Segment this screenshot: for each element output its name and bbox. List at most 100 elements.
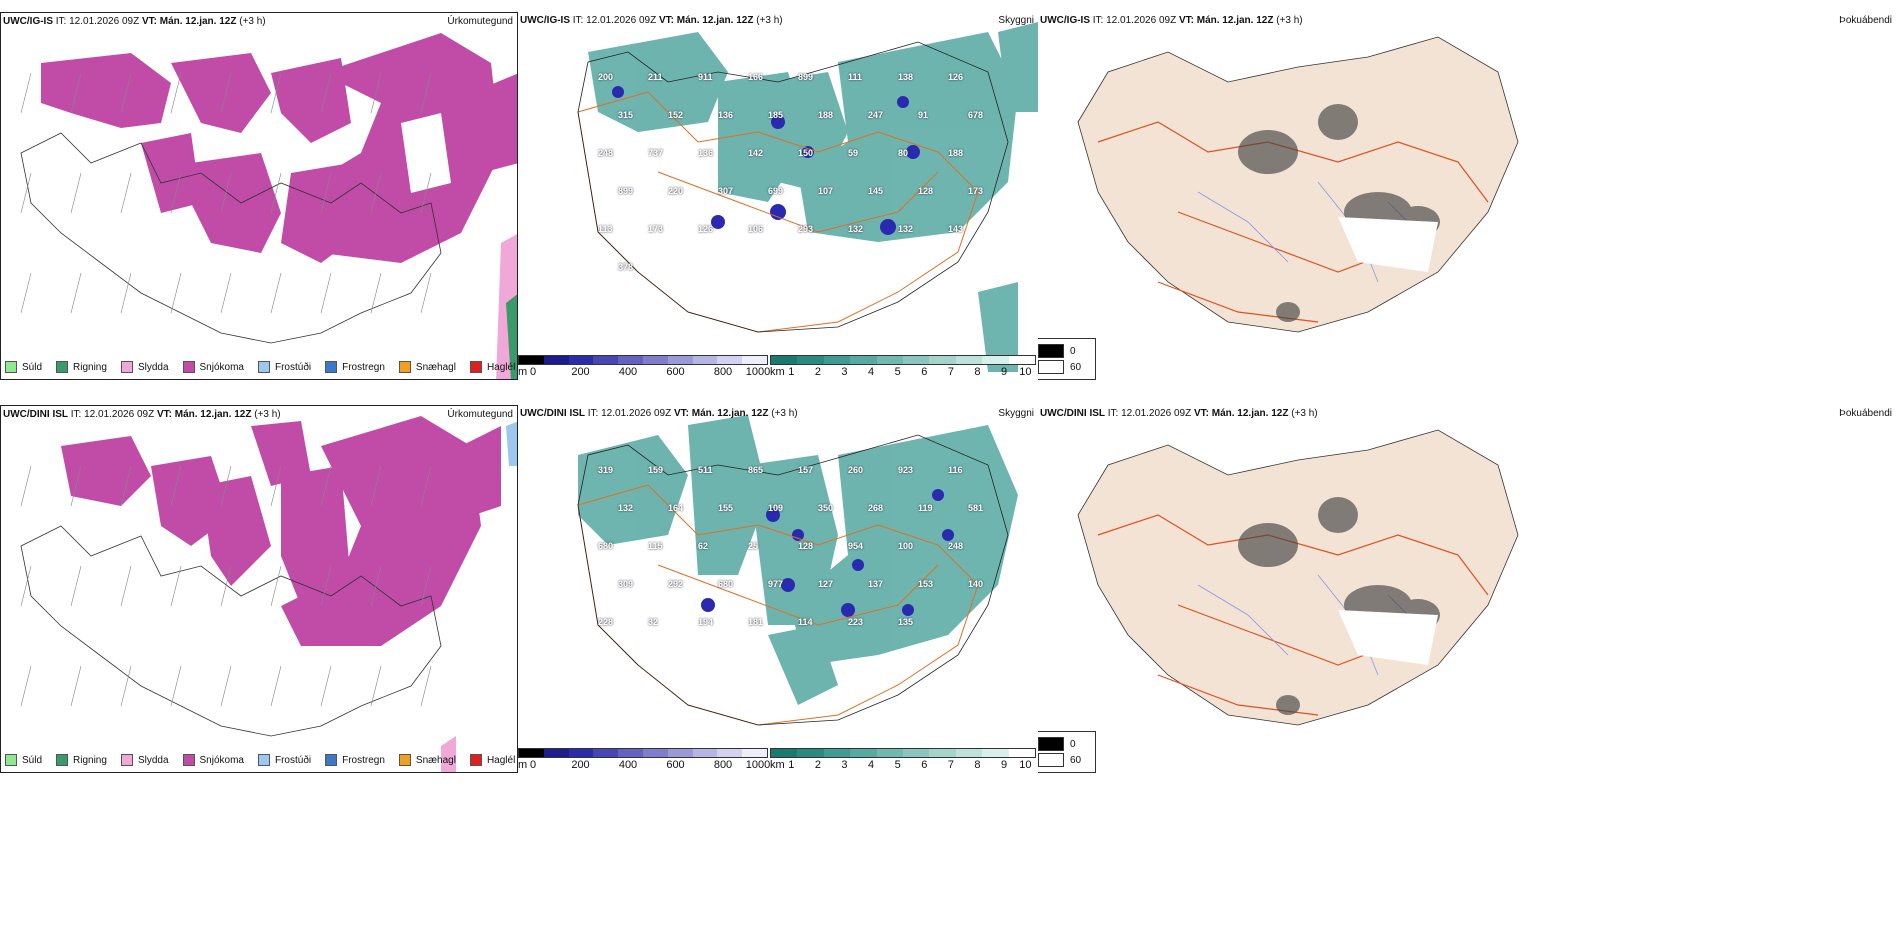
panel-header: UWC/DINI ISL IT: 12.01.2026 09Z VT: Mán.… xyxy=(520,408,798,419)
legend-item: Frostúði xyxy=(257,361,311,373)
ceiling-label: 248 xyxy=(948,541,964,551)
ceiling-label: 268 xyxy=(868,503,884,513)
fog-legend-row1: 0 60 xyxy=(1038,338,1096,380)
ceiling-label: 194 xyxy=(698,617,714,627)
ceiling-label: 115 xyxy=(648,541,663,551)
panel-title: Skyggni xyxy=(998,408,1034,419)
panel-header: UWC/IG-IS IT: 12.01.2026 09Z VT: Mán. 12… xyxy=(1040,15,1303,26)
wind-barbs-row2 xyxy=(20,465,432,707)
ceiling-label: 164 xyxy=(668,503,684,513)
ceiling-label: 350 xyxy=(818,503,834,513)
precip-map-row2 xyxy=(20,416,517,772)
legend-item: Snæhagl xyxy=(398,754,456,766)
ceiling-label: 116 xyxy=(948,465,963,475)
ceiling-label: 25 xyxy=(748,541,759,551)
ceiling-label: 678 xyxy=(968,110,984,120)
panel-header: UWC/DINI ISL IT: 12.01.2026 09Z VT: Mán.… xyxy=(1040,408,1318,419)
ceiling-label: 511 xyxy=(698,465,713,475)
legend-item: Frostregn xyxy=(325,754,385,766)
ceiling-label: 173 xyxy=(968,186,984,196)
visibility-map-row2 xyxy=(577,415,1018,726)
panel-title: Skyggni xyxy=(998,15,1034,26)
ceiling-label: 109 xyxy=(768,503,784,513)
ceiling-label: 152 xyxy=(668,110,684,120)
panel-title: Úrkomutegund xyxy=(447,409,513,420)
ceiling-label: 59 xyxy=(848,148,859,158)
ceiling-label: 292 xyxy=(668,579,684,589)
ceiling-label: 737 xyxy=(648,148,664,158)
legend-item: Snæhagl xyxy=(398,361,456,373)
ceiling-label: 954 xyxy=(848,541,864,551)
visibility-scale-row1: km 1 2 3 4 5 6 7 8 9 10 xyxy=(770,355,1036,379)
ceiling-label: 136 xyxy=(718,110,734,120)
ceiling-label: 260 xyxy=(848,465,864,475)
legend-item: Súld xyxy=(5,361,42,373)
legend-item: Rigning xyxy=(56,361,107,373)
ceiling-label: 128 xyxy=(918,186,934,196)
panel-header: UWC/IG-IS IT: 12.01.2026 09Z VT: Mán. 12… xyxy=(520,15,783,26)
ceiling-label: 157 xyxy=(798,465,814,475)
ceiling-label: 91 xyxy=(918,110,929,120)
legend-item: Rigning xyxy=(56,754,107,766)
ceiling-label: 309 xyxy=(618,579,634,589)
legend-item: Frostregn xyxy=(325,361,385,373)
ceiling-label: 307 xyxy=(718,186,734,196)
ceiling-label: 145 xyxy=(868,186,884,196)
fog-map-row2 xyxy=(1077,429,1519,726)
ceiling-label: 181 xyxy=(748,617,764,627)
ceiling-label: 166 xyxy=(748,72,764,82)
ceiling-label: 581 xyxy=(968,503,984,513)
ceiling-label: 119 xyxy=(918,503,933,513)
visibility-panel-row2: UWC/DINI ISL IT: 12.01.2026 09Z VT: Mán.… xyxy=(518,405,1038,773)
ceiling-label: 680 xyxy=(598,541,614,551)
ceiling-label: 132 xyxy=(848,224,864,234)
precip-type-panel-row1: UWC/IG-IS IT: 12.01.2026 09Z VT: Mán. 12… xyxy=(0,12,518,380)
ceiling-label: 315 xyxy=(618,110,634,120)
ceiling-label: 127 xyxy=(818,579,834,589)
ceiling-label: 223 xyxy=(848,617,864,627)
panel-title: Úrkomutegund xyxy=(447,16,513,27)
ceiling-label: 680 xyxy=(718,579,734,589)
ceiling-label: 150 xyxy=(798,148,814,158)
legend-item: Haglél xyxy=(469,361,515,373)
fog-panel-row1: UWC/IG-IS IT: 12.01.2026 09Z VT: Mán. 12… xyxy=(1038,12,1900,380)
visibility-panel-row1: UWC/IG-IS IT: 12.01.2026 09Z VT: Mán. 12… xyxy=(518,12,1038,380)
panel-title: Þokuábendi xyxy=(1839,408,1892,419)
ceiling-label: 977 xyxy=(768,579,784,589)
ceiling-scale-row1: m 0 200 400 600 800 1000 xyxy=(518,355,770,379)
ceiling-label: 113 xyxy=(598,224,613,234)
ceiling-label: 126 xyxy=(948,72,964,82)
fog-map-row1 xyxy=(1077,36,1519,333)
ceiling-label: 899 xyxy=(798,72,814,82)
legend-item: Slydda xyxy=(120,361,169,373)
ceiling-label: 155 xyxy=(718,503,734,513)
ceiling-label: 106 xyxy=(748,224,764,234)
panel-header: UWC/DINI ISL IT: 12.01.2026 09Z VT: Mán.… xyxy=(3,409,281,420)
ceiling-label: 293 xyxy=(798,224,814,234)
ceiling-label: 911 xyxy=(698,72,713,82)
ceiling-label: 100 xyxy=(898,541,914,551)
ceiling-label: 114 xyxy=(798,617,813,627)
ceiling-label: 62 xyxy=(698,541,709,551)
ceiling-label: 319 xyxy=(598,465,614,475)
ceiling-label: 140 xyxy=(968,579,984,589)
ceiling-label: 247 xyxy=(868,110,884,120)
ceiling-label: 111 xyxy=(848,72,863,82)
fog-legend-row2: 0 60 xyxy=(1038,731,1096,773)
ceiling-label: 137 xyxy=(868,579,884,589)
ceiling-label: 248 xyxy=(598,148,614,158)
ceiling-label: 126 xyxy=(698,224,714,234)
ceiling-label: 128 xyxy=(798,541,814,551)
ceiling-label: 132 xyxy=(618,503,634,513)
ceiling-label: 136 xyxy=(698,148,714,158)
ceiling-label: 32 xyxy=(648,617,659,627)
wind-barbs-row1 xyxy=(20,72,432,314)
legend-item: Snjókoma xyxy=(182,754,244,766)
panel-header: UWC/IG-IS IT: 12.01.2026 09Z VT: Mán. 12… xyxy=(3,16,266,27)
precip-legend: Súld Rigning Slydda Snjókoma Frostúði Fr… xyxy=(5,361,515,373)
ceiling-label: 899 xyxy=(618,186,634,196)
panel-title: Þokuábendi xyxy=(1839,15,1892,26)
legend-item: Slydda xyxy=(120,754,169,766)
precip-type-panel-row2: UWC/DINI ISL IT: 12.01.2026 09Z VT: Mán.… xyxy=(0,405,518,773)
ceiling-label: 923 xyxy=(898,465,914,475)
